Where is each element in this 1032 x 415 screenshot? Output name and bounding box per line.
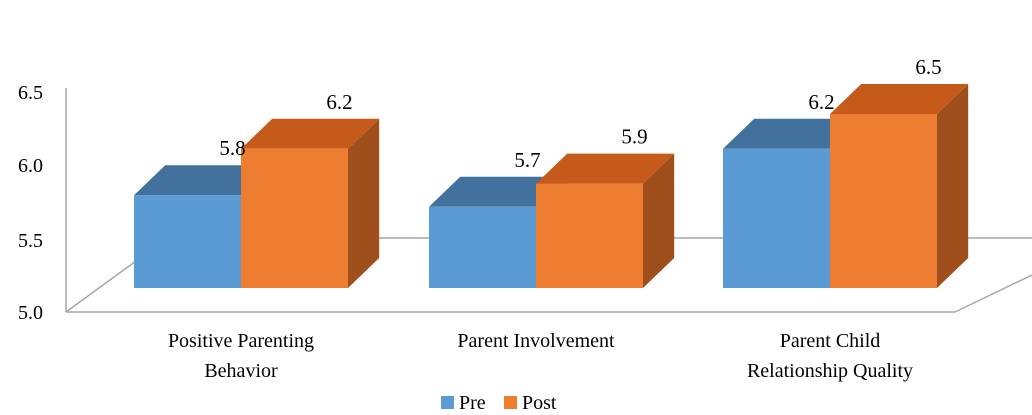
y-tick-label: 5.5 <box>18 230 43 252</box>
bar-top-face <box>134 165 273 196</box>
bars <box>134 84 969 288</box>
legend-label-pre: Pre <box>459 392 486 414</box>
bar-front-face <box>830 114 937 288</box>
legend-label-post: Post <box>522 392 557 414</box>
data-label: 5.9 <box>621 125 647 149</box>
category-label: Relationship Quality <box>747 360 913 382</box>
bar-post <box>241 118 380 288</box>
bar-side-face <box>348 118 380 288</box>
bar-top-face <box>241 118 380 149</box>
data-label: 5.7 <box>514 148 540 172</box>
data-labels: 5.8 6.2 5.7 5.9 6.2 6.5 <box>219 55 941 172</box>
category-label: Positive Parenting <box>168 330 314 352</box>
bar-side-face <box>643 153 675 288</box>
bar-top-face <box>536 153 675 184</box>
bar-top-face <box>723 118 862 149</box>
x-axis-categories: Positive Parenting Behavior Parent Involve… <box>168 330 913 382</box>
category-label: Parent Involvement <box>457 330 615 352</box>
bar-top-face <box>429 176 568 207</box>
bar-post <box>536 153 675 288</box>
bar-top-face <box>830 84 969 114</box>
bar-front-face <box>723 148 830 288</box>
y-tick-label: 6.5 <box>18 82 43 104</box>
data-label: 6.2 <box>808 90 834 114</box>
y-tick-label: 5.0 <box>18 302 43 324</box>
legend-swatch-pre <box>441 396 454 409</box>
category-label: Parent Child <box>780 330 881 352</box>
legend-swatch-post <box>504 396 517 409</box>
bar-front-face <box>134 195 241 288</box>
bar-side-face <box>937 84 969 288</box>
bar-front-face <box>241 148 348 288</box>
y-axis: 5.0 5.5 6.0 6.5 <box>18 82 67 324</box>
bar-post <box>830 84 969 288</box>
data-label: 5.8 <box>219 136 245 160</box>
category-label: Behavior <box>204 360 278 382</box>
data-label: 6.5 <box>915 55 941 79</box>
legend: Pre Post <box>441 392 557 414</box>
data-label: 6.2 <box>326 90 352 114</box>
bar-front-face <box>536 183 643 288</box>
bar-front-face <box>429 206 536 288</box>
y-tick-label: 6.0 <box>18 155 43 177</box>
